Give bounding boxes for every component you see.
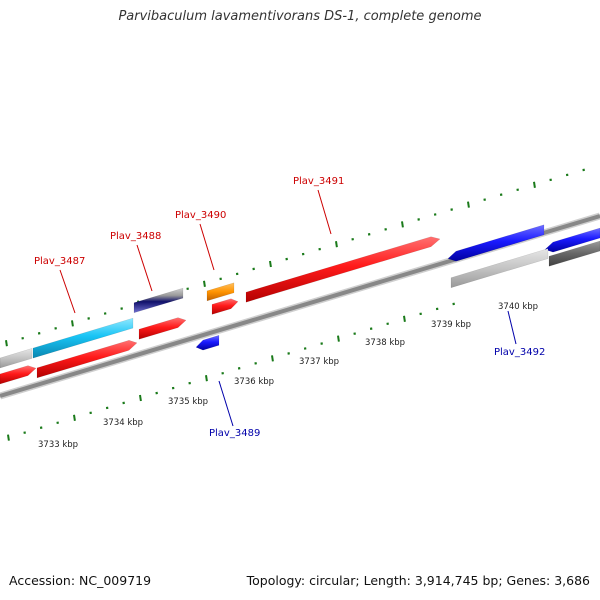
callout-line <box>317 189 332 235</box>
gene-callouts <box>59 189 517 427</box>
tick-mark <box>467 201 470 208</box>
gene-feature <box>206 282 235 302</box>
scale-label: 3740 kbp <box>498 302 538 312</box>
tick-mark <box>5 340 8 347</box>
feature-tracks <box>0 224 600 385</box>
genome-summary: Topology: circular; Length: 3,914,745 bp… <box>246 573 590 588</box>
tick-mark <box>533 181 536 188</box>
tick-mark <box>271 355 274 362</box>
scale-label: 3737 kbp <box>299 357 339 367</box>
tick-mark <box>337 335 340 342</box>
gene-label-plav-3492[interactable]: Plav_3492 <box>494 347 545 358</box>
gene-feature <box>36 340 138 379</box>
gene-label-plav-3489[interactable]: Plav_3489 <box>209 428 260 439</box>
gene-label-plav-3488[interactable]: Plav_3488 <box>110 231 161 242</box>
gene-feature <box>133 287 184 314</box>
inner-tick-ring <box>7 302 455 441</box>
scale-labels: 3733 kbp 3734 kbp 3735 kbp 3736 kbp 3737… <box>38 302 538 450</box>
gene-label-plav-3491[interactable]: Plav_3491 <box>293 176 344 187</box>
map-title: Parvibaculum lavamentivorans DS-1, compl… <box>118 9 482 24</box>
scale-label: 3735 kbp <box>168 397 208 407</box>
scale-label: 3734 kbp <box>103 418 143 428</box>
callout-line <box>59 269 76 314</box>
scale-label: 3738 kbp <box>365 338 405 348</box>
scale-label: 3736 kbp <box>234 377 274 387</box>
gene-feature <box>544 227 600 253</box>
gene-feature <box>0 348 33 369</box>
tick-mark <box>335 241 338 248</box>
tick-mark <box>7 434 10 441</box>
outer-tick-ring <box>5 168 585 347</box>
gene-feature <box>450 248 549 289</box>
scale-label: 3733 kbp <box>38 440 78 450</box>
tick-mark <box>403 315 406 322</box>
tick-mark <box>401 221 404 228</box>
tick-mark <box>139 394 142 402</box>
tick-mark <box>205 375 208 382</box>
tick-mark <box>71 320 74 327</box>
gene-feature <box>32 317 134 359</box>
tick-mark <box>203 280 206 287</box>
scale-label: 3739 kbp <box>431 320 471 330</box>
gene-feature <box>195 334 220 351</box>
callout-line <box>136 244 153 292</box>
tick-mark <box>269 260 272 268</box>
gene-feature <box>245 236 441 303</box>
gene-label-plav-3487[interactable]: Plav_3487 <box>34 256 85 267</box>
gene-feature <box>211 298 239 315</box>
callout-line <box>199 223 215 271</box>
gene-feature <box>138 317 187 340</box>
callout-line <box>218 380 234 427</box>
gene-feature <box>0 365 37 385</box>
accession-text: Accession: NC_009719 <box>9 573 152 588</box>
tick-mark <box>73 414 76 421</box>
gene-labels: Plav_3487 Plav_3488 Plav_3490 Plav_3491 … <box>34 176 545 439</box>
gene-feature <box>447 224 545 262</box>
gene-feature <box>548 240 600 267</box>
gene-label-plav-3490[interactable]: Plav_3490 <box>175 210 226 221</box>
callout-line <box>507 310 517 345</box>
